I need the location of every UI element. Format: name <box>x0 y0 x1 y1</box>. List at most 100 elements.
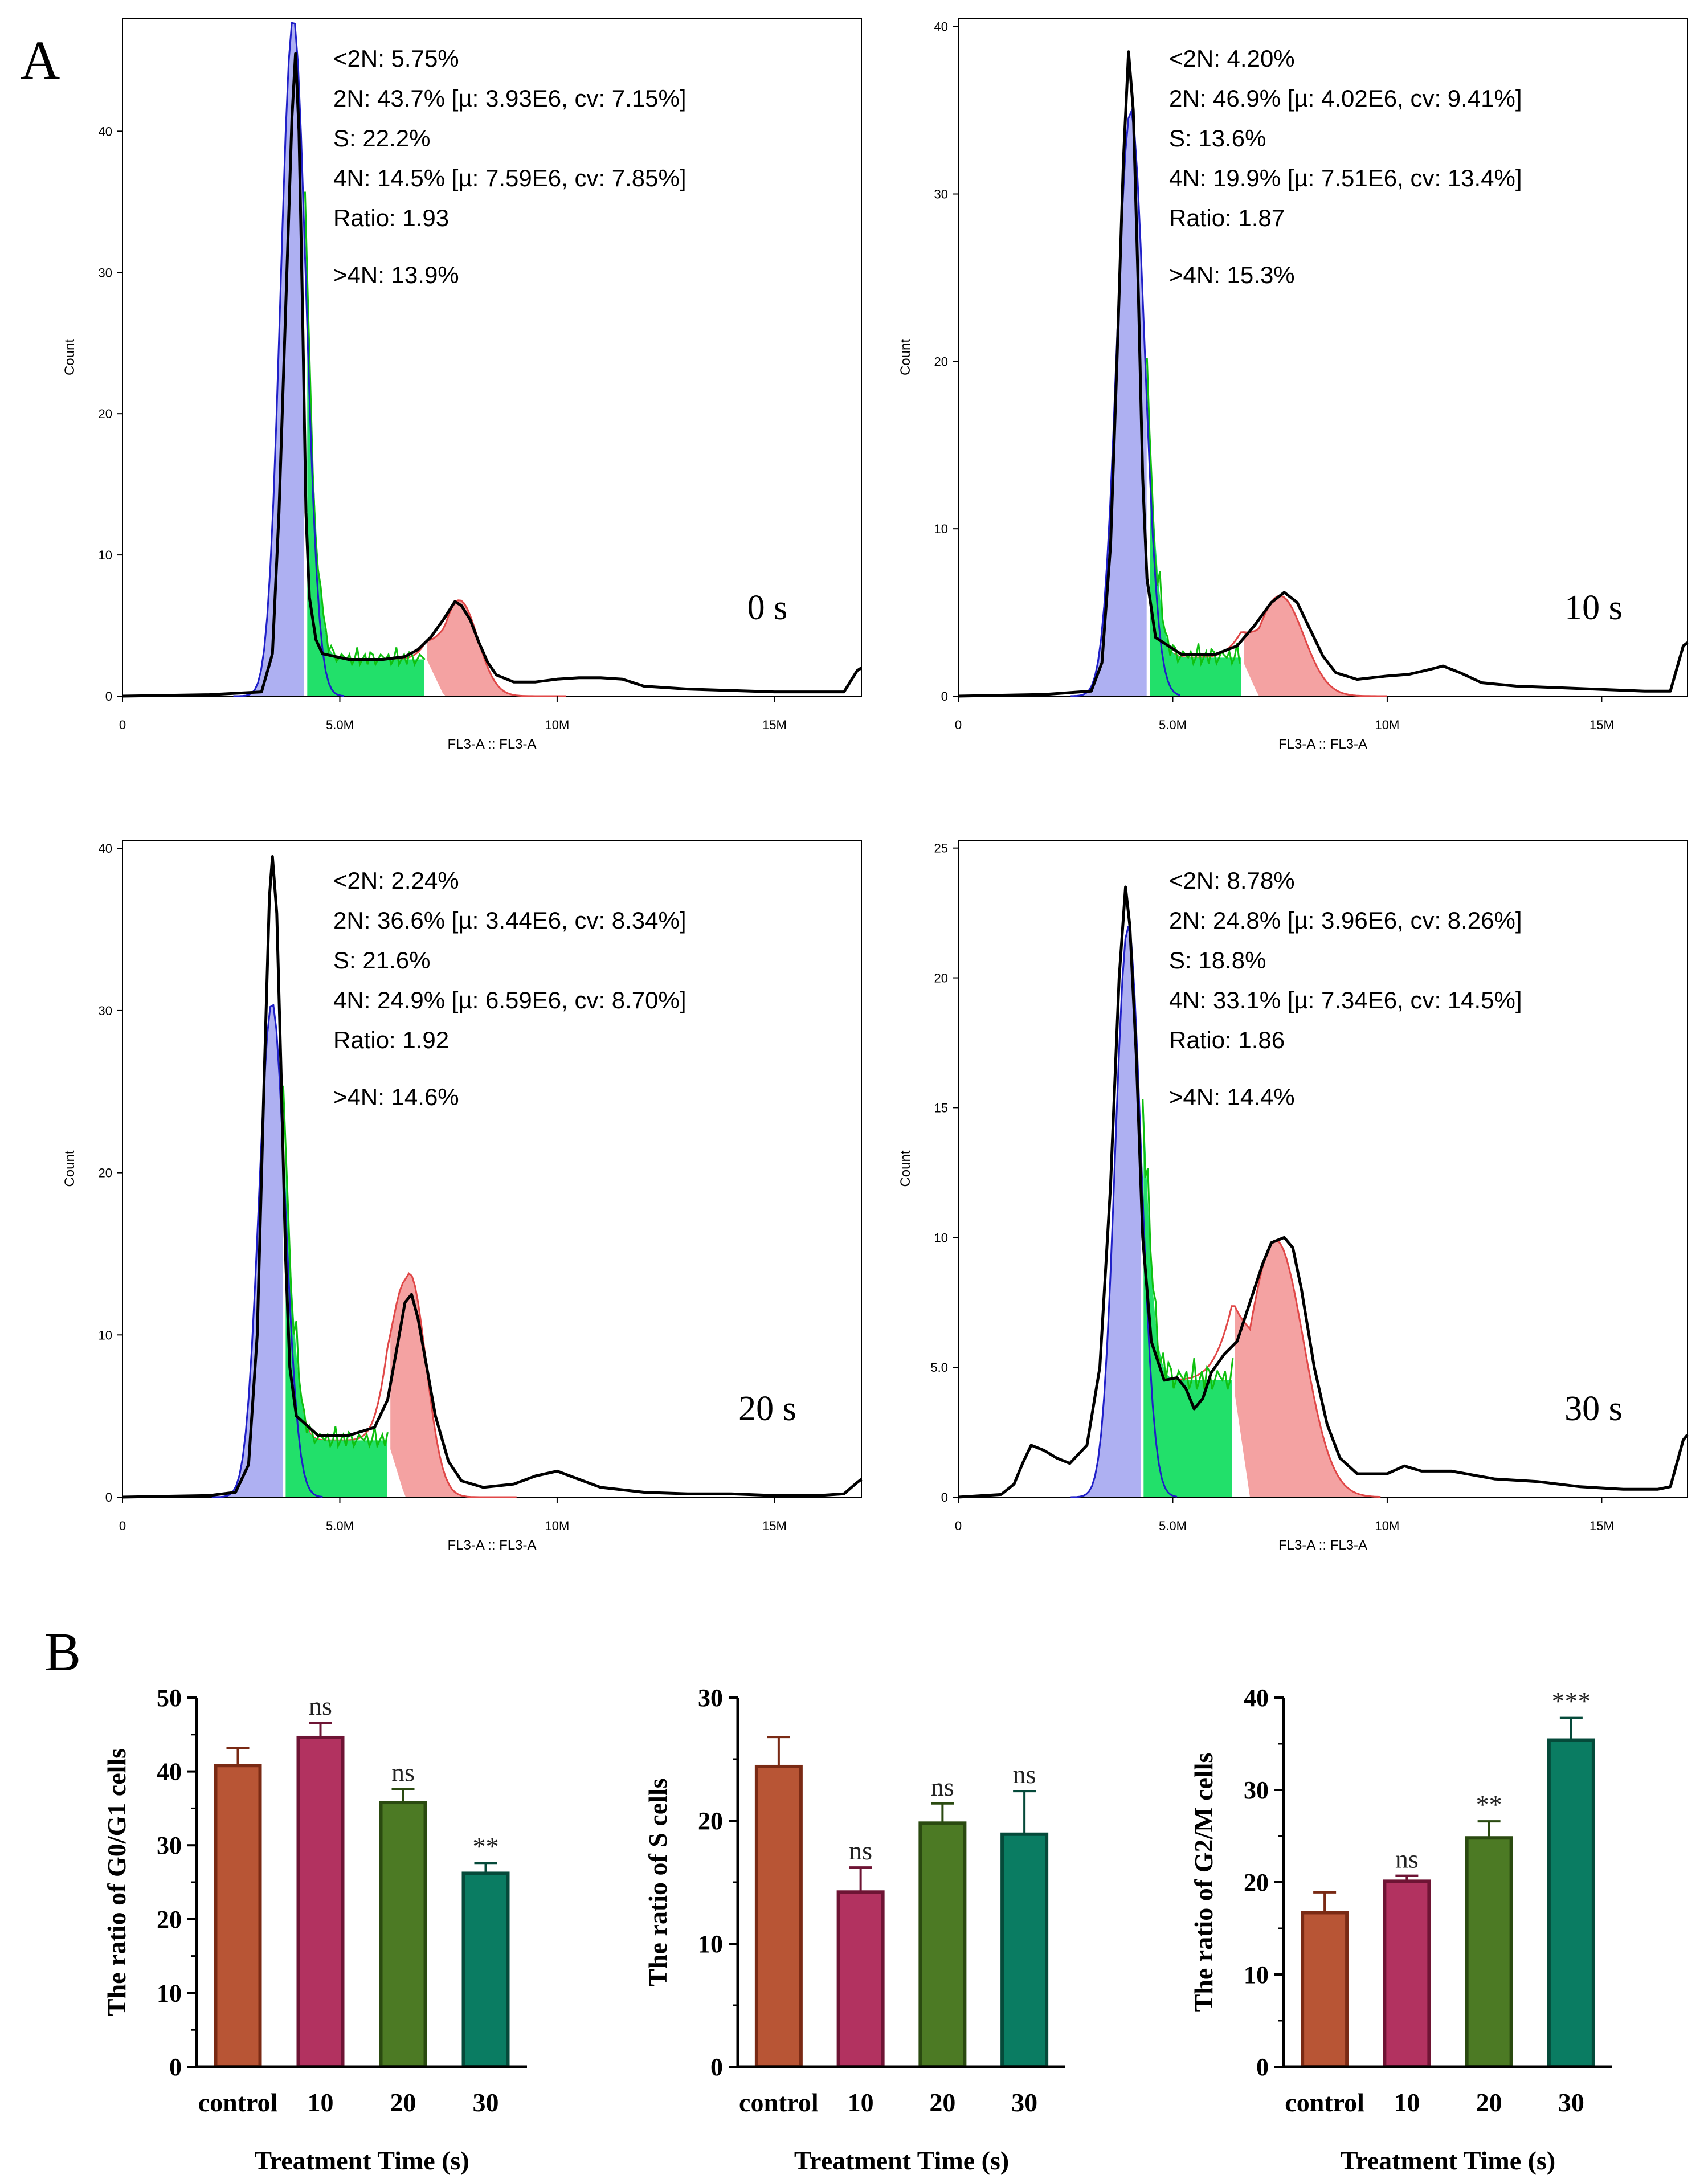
time-label: 0 s <box>747 588 788 627</box>
y-tick-label: 10 <box>157 1979 182 2007</box>
s-phase-area <box>307 291 424 696</box>
stat-line-3: 4N: 24.9% [µ: 6.59E6, cv: 8.70%] <box>333 987 687 1013</box>
significance-label: ns <box>1013 1760 1036 1789</box>
stat-line-5: >4N: 14.4% <box>1169 1084 1295 1110</box>
bar-20 <box>1465 1836 1513 2068</box>
bar-control <box>1301 1911 1349 2068</box>
y-axis-label: The ratio of G0/G1 cells <box>102 1748 131 2016</box>
x-tick-label: 0 <box>955 1519 962 1533</box>
g1-phase-area <box>1070 111 1147 697</box>
significance-label: ns <box>849 1836 872 1865</box>
significance-label: ** <box>1476 1790 1502 1819</box>
stat-line-2: S: 13.6% <box>1169 125 1266 152</box>
stat-line-1: 2N: 24.8% [µ: 3.96E6, cv: 8.26%] <box>1169 907 1522 934</box>
s-phase-area <box>1150 432 1241 696</box>
g1-phase-area <box>1070 926 1141 1497</box>
bar-control <box>754 1764 803 2068</box>
y-tick-label: 10 <box>698 1930 723 1958</box>
x-category-label: 30 <box>1011 2088 1037 2117</box>
x-axis-label: FL3-A :: FL3-A <box>447 1538 536 1553</box>
x-category-label: 20 <box>390 2088 416 2117</box>
x-axis-label: FL3-A :: FL3-A <box>1278 737 1367 752</box>
bar-10 <box>296 1735 345 2068</box>
significance-label: ** <box>473 1832 499 1861</box>
x-tick-label: 15M <box>762 1519 787 1533</box>
y-axis-label: Count <box>898 339 913 375</box>
observed-histogram-line <box>122 52 863 698</box>
stat-line-0: <2N: 4.20% <box>1169 45 1295 72</box>
y-tick-label: 0 <box>105 1490 112 1505</box>
y-tick-label: 0 <box>105 689 112 704</box>
x-category-label: 20 <box>1476 2088 1502 2117</box>
significance-label: ns <box>391 1758 415 1787</box>
g1-phase-fit-line <box>1070 926 1178 1498</box>
y-tick-label: 30 <box>1244 1776 1269 1804</box>
y-tick-label: 10 <box>934 522 948 536</box>
g2-phase-area <box>1244 595 1687 696</box>
stat-line-4: Ratio: 1.86 <box>1169 1027 1285 1053</box>
time-label: 20 s <box>738 1389 796 1428</box>
significance-label: ns <box>309 1691 332 1720</box>
y-axis-label: The ratio of G2/M cells <box>1189 1753 1218 2012</box>
y-tick-label: 40 <box>157 1758 182 1786</box>
bar-10 <box>836 1890 885 2069</box>
bar-30 <box>1000 1832 1049 2068</box>
stat-line-5: >4N: 13.9% <box>333 261 459 288</box>
y-tick-label: 40 <box>934 20 948 34</box>
stat-line-4: Ratio: 1.93 <box>333 205 449 231</box>
x-tick-label: 15M <box>762 718 787 732</box>
y-tick-label: 30 <box>99 1004 112 1018</box>
bar-chart-2: control ns 10 ** 20 *** 30 0 10 20 30 40 The ratio o… <box>1189 1684 1612 2175</box>
y-tick-label: 30 <box>99 265 112 280</box>
bar-chart-panels: control ns 10 ns 20 ** 30 0 10 20 30 40 50 The ratio … <box>102 1684 1612 2175</box>
y-tick-label: 40 <box>99 124 112 138</box>
y-tick-label: 30 <box>157 1832 182 1859</box>
y-tick-label: 20 <box>157 1906 182 1933</box>
stat-line-1: 2N: 36.6% [µ: 3.44E6, cv: 8.34%] <box>333 907 687 934</box>
bar-chart-0: control ns 10 ns 20 ** 30 0 10 20 30 40 50 The ratio … <box>102 1684 527 2175</box>
observed-histogram-line <box>958 885 1689 1499</box>
y-tick-label: 30 <box>934 187 948 202</box>
stat-line-1: 2N: 43.7% [µ: 3.93E6, cv: 7.15%] <box>333 85 687 112</box>
y-tick-label: 20 <box>99 1166 112 1180</box>
bar-20 <box>918 1821 967 2069</box>
g2-phase-area <box>1235 1240 1687 1497</box>
significance-label: ns <box>931 1772 954 1801</box>
s-phase-area <box>1143 1103 1232 1497</box>
stat-line-4: Ratio: 1.87 <box>1169 205 1285 231</box>
stat-line-2: S: 22.2% <box>333 125 430 152</box>
stat-line-0: <2N: 2.24% <box>333 867 459 894</box>
panel-b-label: B <box>44 1621 81 1682</box>
observed-histogram-line <box>958 50 1689 698</box>
bar-10 <box>1383 1879 1431 2068</box>
stat-line-0: <2N: 8.78% <box>1169 867 1295 894</box>
y-tick-label: 0 <box>169 2053 182 2081</box>
y-tick-label: 25 <box>934 841 948 856</box>
x-tick-label: 10M <box>545 1519 570 1533</box>
bar-30 <box>1547 1738 1595 2068</box>
x-axis-label: Treatment Time (s) <box>794 2146 1009 2175</box>
y-tick-label: 0 <box>1256 2053 1269 2081</box>
time-label: 10 s <box>1564 588 1623 627</box>
x-tick-label: 15M <box>1589 718 1614 732</box>
g2-phase-area <box>427 600 861 696</box>
y-tick-label: 40 <box>1244 1684 1269 1712</box>
stat-line-5: >4N: 15.3% <box>1169 261 1295 288</box>
x-category-label: control <box>739 2088 819 2117</box>
panel-a-label: A <box>21 30 60 91</box>
bar-20 <box>379 1801 427 2068</box>
y-axis-label: Count <box>62 339 77 375</box>
significance-label: ns <box>1395 1845 1419 1874</box>
x-tick-label: 10M <box>1375 718 1400 732</box>
significance-label: *** <box>1551 1687 1591 1716</box>
y-axis-label: The ratio of S cells <box>643 1778 672 1986</box>
x-tick-label: 15M <box>1589 1519 1614 1533</box>
s-phase-fit-line <box>282 1085 389 1449</box>
stat-line-4: Ratio: 1.92 <box>333 1027 449 1053</box>
x-tick-label: 10M <box>545 718 570 732</box>
x-category-label: control <box>198 2088 278 2117</box>
